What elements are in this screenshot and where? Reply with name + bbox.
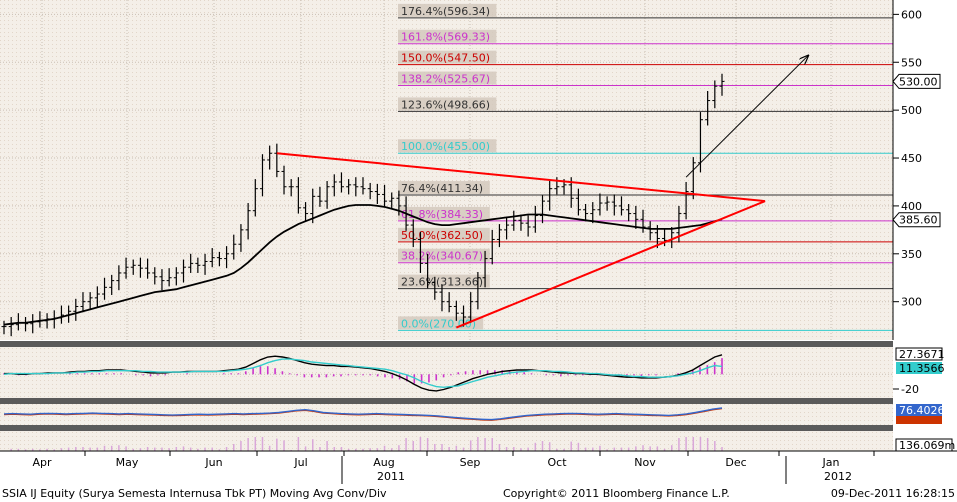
fibonacci-label-bg <box>398 3 497 17</box>
macd-plot <box>0 354 893 392</box>
fibonacci-lines <box>398 17 893 331</box>
footer-right: 09-Dec-2011 16:28:15 <box>831 487 955 500</box>
macd-upper-label: 27.3671 <box>899 348 945 361</box>
fibonacci-label-bg <box>398 29 497 43</box>
price-bars <box>1 73 725 337</box>
volume-tags: 136.069m <box>895 438 955 452</box>
fibonacci-label: 38.2%(340.67) <box>401 250 483 263</box>
fibonacci-label-bg <box>398 139 497 153</box>
price-axis-ticks: 300 350 400 450 500 550 600 <box>893 8 922 309</box>
fibonacci-labels: 176.4%(596.34) 161.8%(569.33) 150.0%(547.5… <box>398 3 497 330</box>
footer-center: Copyright© 2011 Bloomberg Finance L.P. <box>503 487 730 500</box>
triangle-upper-line <box>276 152 766 203</box>
month-label: Oct <box>547 456 567 469</box>
month-label: Jul <box>293 456 307 469</box>
fibonacci-label: 176.4%(596.34) <box>401 5 490 18</box>
price-tick-label: 600 <box>901 8 922 21</box>
month-label: Sep <box>460 456 481 469</box>
month-label: Jun <box>204 456 222 469</box>
macd-lower-label: 11.3566 <box>899 362 945 375</box>
triangle-lower-line <box>455 200 766 329</box>
volume-panel-top-bar <box>0 425 893 431</box>
fibonacci-label-bg <box>398 274 490 288</box>
fibonacci-label-bg <box>398 71 497 85</box>
month-label: May <box>116 456 139 469</box>
price-axis-background <box>893 0 957 340</box>
month-label: Apr <box>32 456 52 469</box>
fibonacci-label: 61.8%(384.33) <box>401 208 483 221</box>
price-tag-label: 530.00 <box>899 75 938 88</box>
price-tag-box <box>892 212 941 228</box>
macd-upper-tag-box <box>895 347 943 361</box>
month-label: Nov <box>634 456 656 469</box>
footer-left: SSIA IJ Equity (Surya Semesta Internusa … <box>2 487 387 500</box>
macd-series <box>3 358 723 389</box>
macd-panel-top-bar <box>0 341 893 347</box>
price-tag-box <box>892 73 941 89</box>
fibonacci-label-bg <box>398 97 497 111</box>
fibonacci-label: 50.0%(362.50) <box>401 229 483 242</box>
trend-overlays <box>276 56 808 329</box>
moving-average-series <box>3 204 723 326</box>
rsi-tag-box <box>896 404 942 416</box>
price-tick-label: 550 <box>901 56 922 69</box>
x-axis: Apr May Jun Jul Aug Sep Oct Nov Dec Jan 2011 2012 <box>32 451 875 484</box>
rsi-panel-background <box>0 404 893 425</box>
fibonacci-label-bg <box>398 206 490 220</box>
month-label: Dec <box>725 456 746 469</box>
price-tick-label: 400 <box>901 200 922 213</box>
price-tick-label: 350 <box>901 248 922 261</box>
month-label: Aug <box>373 456 394 469</box>
fibonacci-label: 23.6%(313.66) <box>401 276 483 289</box>
price-tags: 530.00 385.60 <box>892 73 941 228</box>
price-tick-label: 300 <box>901 296 922 309</box>
fibonacci-label: 150.0%(547.50) <box>401 52 490 65</box>
year-label: 2011 <box>377 470 405 483</box>
trend-arrow <box>685 56 808 178</box>
price-tick-label: 500 <box>901 104 922 117</box>
rsi-plot <box>3 407 723 421</box>
rsi-second-tag-box <box>896 416 942 424</box>
rsi-tags: 76.4026 <box>896 404 945 424</box>
fibonacci-label: 161.8%(569.33) <box>401 31 490 44</box>
volume-plot <box>10 437 723 451</box>
rsi-panel-top-bar <box>0 398 893 404</box>
fibonacci-label: 100.0%(455.00) <box>401 140 490 153</box>
rsi-series <box>3 407 723 421</box>
fibonacci-label: 76.4%(411.34) <box>401 182 483 195</box>
price-tag-label: 385.60 <box>899 214 938 227</box>
moving-average-line <box>3 204 723 326</box>
fibonacci-label: 138.2%(525.67) <box>401 73 490 86</box>
volume-panel-background <box>0 431 893 451</box>
month-label: Jan <box>822 456 840 469</box>
price-tick-label: 450 <box>901 152 922 165</box>
year-label: 2012 <box>824 470 852 483</box>
macd-panel-background <box>0 347 893 398</box>
macd-tick-label: -20 <box>901 383 919 396</box>
fibonacci-label-bg <box>398 181 490 195</box>
rsi-value-label: 76.4026 <box>899 404 945 417</box>
volume-label: 136.069m <box>899 439 955 452</box>
fibonacci-label: 123.6%(498.66) <box>401 98 490 111</box>
macd-lower-tag-box <box>896 362 942 374</box>
fibonacci-label-bg <box>398 50 497 64</box>
